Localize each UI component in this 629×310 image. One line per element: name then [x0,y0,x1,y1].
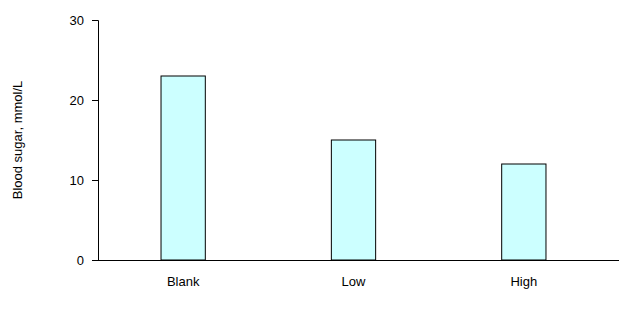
bar [502,164,546,260]
x-tick-label: Low [342,274,366,289]
y-tick: 10 [70,173,98,188]
y-axis-title: Blood sugar, mmol/L [10,81,25,200]
plot: 0 10 20 30 Blank Low High [70,13,619,290]
y-tick-mark [92,20,98,21]
x-tick-label: Blank [167,274,200,289]
y-tick-label: 30 [70,13,84,28]
y-tick-label: 20 [70,93,84,108]
y-tick-mark [92,260,98,261]
y-tick: 20 [70,93,98,108]
y-axis: 0 10 20 30 [70,13,99,268]
y-tick: 0 [77,253,98,268]
x-tick: High [510,274,537,289]
x-axis-line [98,260,619,261]
y-tick-mark [92,180,98,181]
x-tick: Blank [167,274,200,289]
y-axis-line [92,21,99,261]
bar [161,76,205,260]
bars [161,76,546,260]
y-tick: 30 [70,13,98,28]
bar [331,140,375,260]
x-tick-label: High [510,274,537,289]
x-tick: Low [342,274,366,289]
y-tick-label: 0 [77,253,84,268]
y-tick-label: 10 [70,173,84,188]
chart: 0 10 20 30 Blank Low High Blood sugar, mmol/L [0,0,629,310]
x-axis: Blank Low High [98,261,619,290]
y-tick-mark [92,100,98,101]
